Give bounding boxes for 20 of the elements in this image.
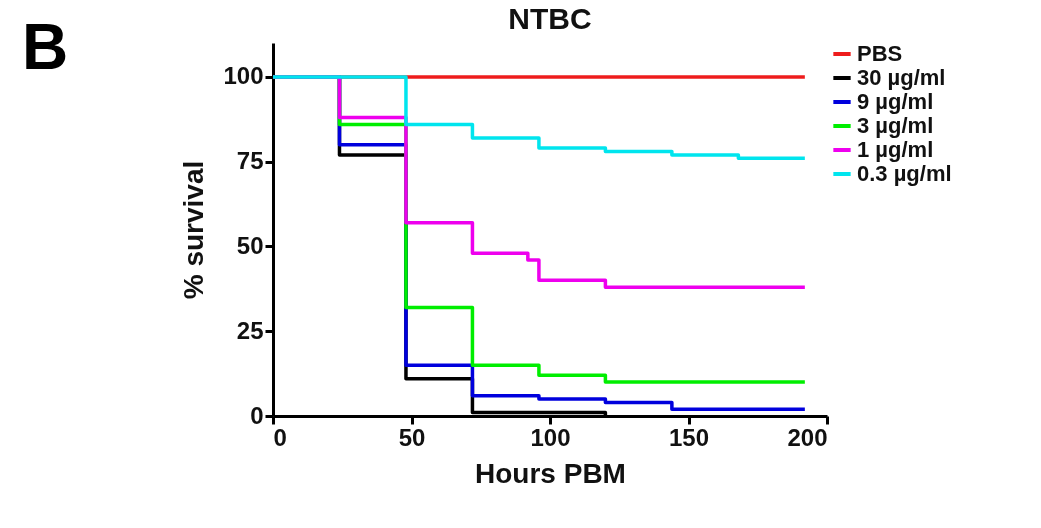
y-tick-label: 50 <box>236 231 264 259</box>
y-tick-label: 0 <box>250 401 264 429</box>
x-tick-label: 150 <box>668 423 710 451</box>
legend-label: PBS <box>857 41 903 66</box>
y-axis-title: % survival <box>178 160 210 300</box>
legend-label: 0.3 µg/ml <box>857 161 952 186</box>
x-tick-label: 0 <box>273 423 287 451</box>
x-tick-label: 200 <box>787 423 828 451</box>
legend-label: 1 µg/ml <box>857 137 934 162</box>
text: B <box>22 10 69 84</box>
x-tick-label: 50 <box>398 423 426 451</box>
legend-label: 30 µg/ml <box>857 65 946 90</box>
x-axis-title: Hours PBM <box>475 457 626 489</box>
y-tick-label: 100 <box>223 62 264 90</box>
x-tick-label: 100 <box>530 423 571 451</box>
y-tick-label: 75 <box>236 147 264 175</box>
legend-label: 9 µg/ml <box>857 89 934 114</box>
chart-title: NTBC <box>508 2 592 35</box>
y-tick-label: 25 <box>236 316 264 344</box>
legend-label: 3 µg/ml <box>857 113 934 138</box>
